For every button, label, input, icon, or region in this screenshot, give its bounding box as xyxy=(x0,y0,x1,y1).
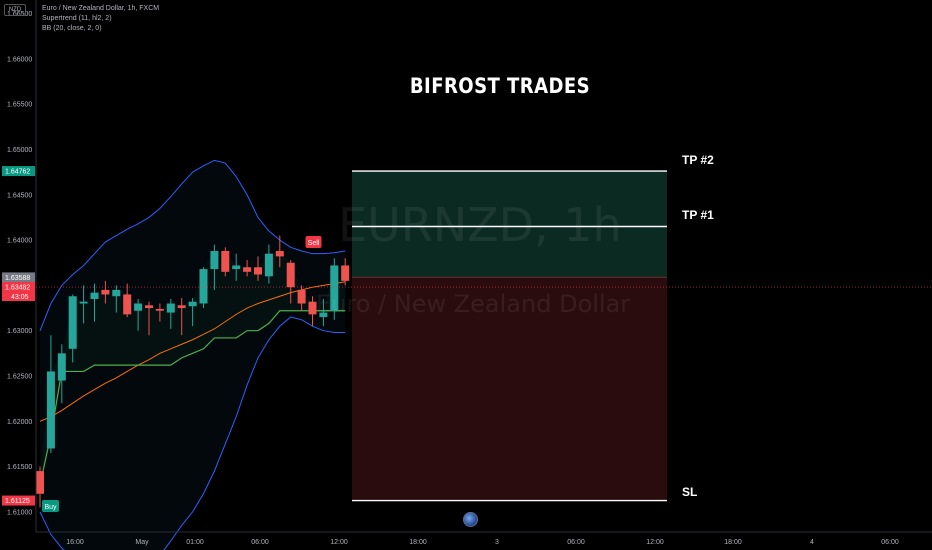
buy-marker xyxy=(42,500,59,512)
time-tick: 18:00 xyxy=(409,539,427,546)
candle-body xyxy=(79,301,88,304)
price-label-bg xyxy=(2,495,35,506)
candle-body xyxy=(275,250,284,257)
price-tick: 1.65000 xyxy=(7,147,32,154)
bollinger-upper xyxy=(39,159,346,331)
price-tick: 1.65500 xyxy=(7,102,32,109)
time-tick: 06:00 xyxy=(251,539,269,546)
candle-body xyxy=(243,267,252,272)
candle-body xyxy=(232,265,241,270)
candle-body xyxy=(319,312,328,318)
sell-marker xyxy=(305,236,322,248)
price-tick: 1.66500 xyxy=(7,11,32,18)
price-label-bg xyxy=(2,166,35,177)
time-tick: 3 xyxy=(495,539,499,546)
price-tick: 1.62500 xyxy=(7,373,32,380)
time-tick: 06:00 xyxy=(881,539,899,546)
price-label: 1.61125 xyxy=(5,498,30,505)
candle-body xyxy=(134,303,143,311)
price-tick: 1.63000 xyxy=(7,328,32,335)
time-tick: 4 xyxy=(810,539,814,546)
candle-body xyxy=(297,289,306,304)
tp1-label: TP #1 xyxy=(682,208,714,222)
bollinger-lower xyxy=(39,316,346,550)
candle-body xyxy=(264,253,273,277)
bollinger-basis xyxy=(39,281,346,422)
time-tick: May xyxy=(135,539,149,546)
candle-body xyxy=(36,471,44,494)
candle-body xyxy=(286,262,295,288)
candle-body xyxy=(341,265,350,281)
price-label: 1.64762 xyxy=(5,169,30,176)
time-tick: 12:00 xyxy=(330,539,348,546)
price-label-bg xyxy=(2,282,35,293)
sl-label: SL xyxy=(682,485,698,499)
stop-zone xyxy=(352,277,667,501)
candle-body xyxy=(188,301,197,307)
globe-icon[interactable] xyxy=(463,512,478,527)
candle-body xyxy=(123,294,132,315)
time-tick: 18:00 xyxy=(724,539,742,546)
candle-body xyxy=(68,296,77,349)
indicator-bollinger[interactable]: BB (20, close, 2, 0) xyxy=(42,25,102,32)
candle-body xyxy=(112,289,121,297)
buy-marker-label: Buy xyxy=(44,504,57,511)
price-tick: 1.61500 xyxy=(7,464,32,471)
candle-body xyxy=(145,305,153,309)
symbol-title[interactable]: Euro / New Zealand Dollar, 1h, FXCM xyxy=(42,5,160,12)
candle-body xyxy=(166,303,175,313)
candle-body xyxy=(101,289,110,295)
time-tick: 06:00 xyxy=(567,539,585,546)
candle-body xyxy=(90,292,99,299)
price-label-bg xyxy=(2,272,35,283)
price-tick: 1.62000 xyxy=(7,419,32,426)
time-tick: 12:00 xyxy=(646,539,664,546)
price-label: 1.63482 xyxy=(5,285,30,292)
candle-body xyxy=(210,250,219,270)
price-tick: 1.64500 xyxy=(7,192,32,199)
indicator-supertrend[interactable]: Supertrend (11, hl2, 2) xyxy=(42,15,112,22)
candle-body xyxy=(221,250,230,272)
candle-body xyxy=(57,353,66,381)
supertrend-line xyxy=(39,310,346,485)
price-label: 1.63588 xyxy=(5,275,30,282)
countdown-bg xyxy=(2,292,35,302)
candle-body xyxy=(254,267,262,275)
candle-body xyxy=(46,371,55,449)
time-tick: 16:00 xyxy=(66,539,84,546)
target-zone xyxy=(352,171,667,278)
chart-legend: Euro / New Zealand Dollar, 1h, FXCM Supe… xyxy=(42,4,159,34)
sell-marker-label: Sell xyxy=(308,240,320,247)
tp2-label: TP #2 xyxy=(682,153,714,167)
time-tick: 01:00 xyxy=(186,539,204,546)
countdown-label: 43:05 xyxy=(11,294,29,301)
candle-body xyxy=(308,301,317,315)
currency-badge[interactable]: NZD xyxy=(4,4,26,16)
price-tick: 1.61000 xyxy=(7,509,32,516)
candle-body xyxy=(177,305,186,309)
price-tick: 1.64000 xyxy=(7,238,32,245)
candle-body xyxy=(155,308,164,311)
price-tick: 1.66000 xyxy=(7,56,32,63)
candle-body xyxy=(199,269,208,304)
candle-body xyxy=(330,265,339,311)
chart-title: BIFROST TRADES xyxy=(409,74,591,98)
